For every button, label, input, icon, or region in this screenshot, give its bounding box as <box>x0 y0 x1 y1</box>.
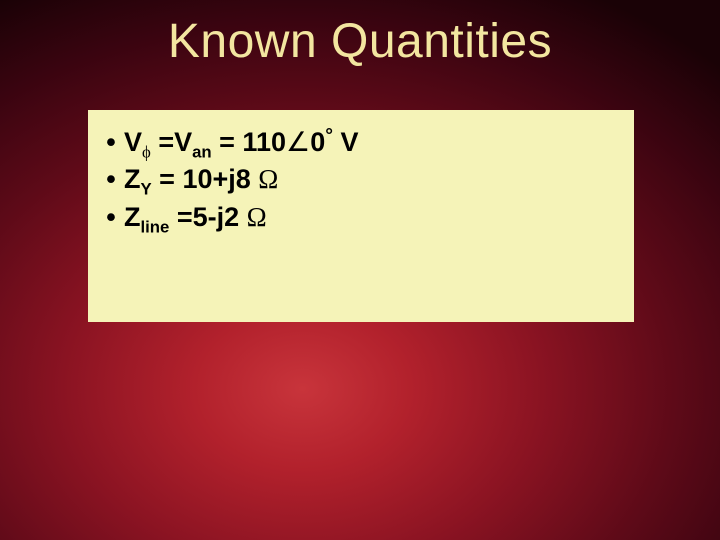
bullet-item: •Vϕ =Van = 110∠0° V <box>98 124 624 161</box>
bullet-item: •Zline =5-j2 Ω <box>98 199 624 236</box>
ohm-symbol: Ω <box>258 164 278 194</box>
bullet-text: =5-j2 <box>169 202 246 232</box>
bullet-text-pre: Z <box>124 164 141 194</box>
bullet-dot: • <box>98 199 124 236</box>
subscript-y: Y <box>141 180 152 199</box>
content-box: •Vϕ =Van = 110∠0° V •ZY = 10+j8 Ω •Zline… <box>88 110 634 322</box>
bullet-item: •ZY = 10+j8 Ω <box>98 161 624 198</box>
bullet-text: 0 <box>310 127 325 157</box>
ohm-symbol: Ω <box>247 202 267 232</box>
bullet-text: = 110 <box>212 127 286 157</box>
subscript-line: line <box>141 217 170 236</box>
slide-title: Known Quantities <box>0 14 720 69</box>
bullet-dot: • <box>98 161 124 198</box>
bullet-dot: • <box>98 124 124 161</box>
bullet-text-pre: Z <box>124 202 141 232</box>
bullet-text: =V <box>151 127 192 157</box>
bullet-text-tail: V <box>333 127 359 157</box>
slide: Known Quantities •Vϕ =Van = 110∠0° V •ZY… <box>0 0 720 540</box>
degree-symbol: ° <box>325 124 333 146</box>
angle-symbol: ∠ <box>286 127 310 157</box>
subscript-phi: ϕ <box>142 142 151 161</box>
subscript-an: an <box>192 142 212 161</box>
bullet-text-pre: V <box>124 127 142 157</box>
bullet-text: = 10+j8 <box>152 164 259 194</box>
